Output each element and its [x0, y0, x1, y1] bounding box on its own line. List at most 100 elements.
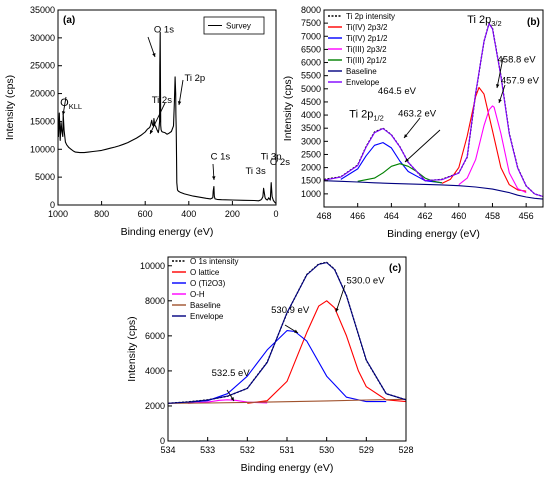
panel-c-y-tick-label: 0: [160, 436, 165, 446]
panel-c-x-tick-label: 529: [359, 445, 374, 455]
panel-c-annotation: 532.5 eV: [212, 368, 251, 379]
annotation-arrowhead: [404, 134, 408, 138]
panel-b-ti2p: 468 466 464 462 460 458 456 1000 1500 2000 2500 300…: [282, 5, 544, 240]
panel-a-x-tick-label: 200: [225, 209, 240, 219]
annotation-arrow: [403, 117, 421, 139]
annotation-arrowhead: [150, 130, 154, 134]
panel-b-annotation: 464.5 eV: [378, 86, 417, 97]
panel-b-x-tick-label: 460: [451, 211, 466, 221]
panel-a-plot-frame: [57, 9, 277, 206]
panel-a-annotation: Ti 3p: [261, 151, 282, 162]
panel-b-series-baseline: [323, 180, 544, 200]
annotation-arrow: [149, 102, 166, 135]
panel-a-annotation: Ti 2s: [152, 95, 172, 106]
panel-c-x-tick-label: 531: [279, 445, 294, 455]
annotation-arrowhead: [177, 101, 182, 105]
panel-b-y-tick-label: 4000: [301, 110, 321, 120]
annotation-arrow: [178, 79, 184, 106]
panel-a-annotation: O 2s: [270, 157, 290, 168]
annotation-arrowhead: [230, 397, 234, 401]
panel-b-y-tick-label: 4500: [301, 97, 321, 107]
annotation-arrowhead: [335, 308, 339, 312]
panel-b-series-ti-iv-2p1-2: [340, 142, 442, 184]
panel-a-y-tick-label: 25000: [30, 61, 55, 71]
panel-a-panel-label: (a): [63, 15, 75, 26]
panel-b-y-tick-label: 8000: [301, 5, 321, 15]
panel-a-y-tick-label: 20000: [30, 89, 55, 99]
panel-c-y-tick-label: 10000: [140, 261, 165, 271]
panel-b-legend-entry: Ti(IV) 2p3/2: [346, 23, 388, 32]
panel-c-x-tick-label: 530: [319, 445, 334, 455]
annotation-arrow: [404, 129, 441, 163]
panel-b-y-tick-label: 2500: [301, 149, 321, 159]
panel-b-x-tick-label: 464: [384, 211, 399, 221]
annotation-arrowhead: [496, 84, 500, 88]
panel-a-annotation: Ti 3s: [245, 166, 265, 177]
panel-b-y-tick-label: 5500: [301, 71, 321, 81]
panel-c-x-tick-label: 528: [398, 445, 413, 455]
panel-b-legend-entry: Ti(IV) 2p1/2: [346, 34, 388, 43]
annotation-arrow: [335, 284, 346, 313]
panel-b-legend-entry: Ti(III) 2p3/2: [346, 45, 387, 54]
panel-c-annotation: 530.0 eV: [347, 275, 386, 286]
panel-c-y-tick-label: 2000: [145, 401, 165, 411]
panel-a-y-tick-label: 15000: [30, 116, 55, 126]
panel-b-legend-entry: Ti 2p intensity: [346, 12, 395, 21]
annotation-arrowhead: [152, 53, 156, 57]
panel-a-annotation: O 1s: [154, 24, 174, 35]
panel-c-x-tick-label: 532: [240, 445, 255, 455]
panel-b-annotation: 458.8 eV: [498, 55, 537, 66]
annotation-arrowhead: [212, 176, 216, 180]
annotation-arrow: [496, 57, 504, 89]
panel-c-o1s: 534 533 532 531 530 529 528 0 2000 4000 6000 8000 10…: [126, 256, 414, 474]
panel-b-y-tick-label: 7000: [301, 31, 321, 41]
panel-a-y-axis-label: Intensity (cps): [4, 75, 16, 140]
panel-b-panel-label: (b): [527, 17, 540, 28]
panel-b-series-envelope: [323, 23, 544, 198]
panel-a-survey: 1000 800 600 400 200 005000100001500020000250…: [4, 5, 290, 238]
panel-b-y-tick-label: 1000: [301, 189, 321, 199]
panel-b-y-tick-label: 1500: [301, 176, 321, 186]
panel-c-legend-entry: O lattice: [190, 268, 220, 277]
panel-c-panel-label: (c): [389, 263, 401, 274]
panel-c-y-tick-label: 4000: [145, 366, 165, 376]
panel-a-legend-entry: Survey: [226, 22, 251, 31]
panel-a-annotation: OKLL: [60, 97, 82, 111]
panel-b-annotation: 457.9 eV: [501, 76, 540, 87]
panel-a-y-tick-label: 10000: [30, 144, 55, 154]
panel-a-x-tick-label: 1000: [48, 209, 68, 219]
panel-b-y-axis-label: Intensity (cps): [282, 76, 294, 141]
panel-b-x-tick-label: 456: [519, 211, 534, 221]
panel-b-series-ti-iii-2p1-2: [357, 163, 442, 184]
panel-b-y-tick-label: 3000: [301, 136, 321, 146]
panel-b-x-tick-label: 462: [418, 211, 433, 221]
panel-a-y-tick-label: 30000: [30, 33, 55, 43]
panel-b-legend-entry: Envelope: [346, 78, 380, 87]
panel-b-plot-frame: [323, 9, 544, 208]
panel-c-series-o-ti2o3-: [187, 330, 387, 403]
annotation-arrowhead: [498, 99, 502, 103]
panel-c-y-tick-label: 8000: [145, 296, 165, 306]
panel-c-series-baseline: [167, 398, 407, 404]
panel-c-y-tick-label: 6000: [145, 331, 165, 341]
panel-b-legend-entry: Baseline: [346, 67, 377, 76]
panel-c-x-tick-label: 534: [160, 445, 175, 455]
panel-b-annotation: Ti 2p1/2: [349, 109, 383, 123]
panel-b-x-tick-label: 468: [316, 211, 331, 221]
panel-c-legend-entry: Envelope: [190, 312, 224, 321]
panel-b-y-tick-label: 6500: [301, 44, 321, 54]
panel-a-y-tick-label: 0: [50, 200, 55, 210]
annotation-arrowhead: [61, 111, 66, 115]
panel-a-y-tick-label: 35000: [30, 5, 55, 15]
panel-c-annotation: 530.9 eV: [271, 305, 310, 316]
panel-c-legend-entry: O 1s intensity: [190, 257, 238, 266]
panel-a-annotation: Ti 2p: [184, 73, 205, 84]
panel-a-legend-box: [203, 16, 265, 35]
panel-b-x-tick-label: 458: [485, 211, 500, 221]
panel-a-x-tick-label: 800: [94, 209, 109, 219]
panel-b-series-ti-iii-2p3-2: [458, 105, 527, 194]
panel-c-legend-entry: O (Ti2O3): [190, 279, 226, 288]
panel-c-legend-entry: Baseline: [190, 301, 221, 310]
panel-b-y-tick-label: 7500: [301, 18, 321, 28]
